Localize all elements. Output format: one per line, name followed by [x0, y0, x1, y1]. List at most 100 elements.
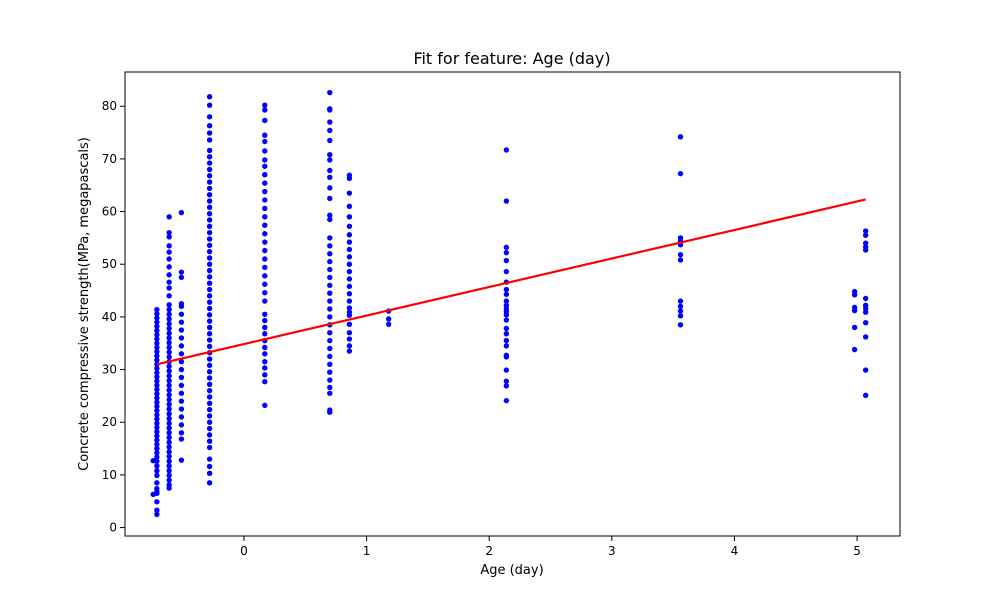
data-point	[206, 137, 213, 143]
points-layer	[150, 89, 869, 518]
data-point	[206, 394, 213, 400]
data-point	[166, 401, 172, 408]
data-point	[862, 228, 869, 234]
data-point	[154, 450, 160, 456]
x-axis-label: Age (day)	[480, 563, 543, 578]
data-point	[503, 337, 510, 344]
data-point	[166, 363, 172, 370]
data-point	[851, 304, 858, 311]
data-point	[166, 387, 172, 393]
data-point	[327, 167, 333, 174]
data-point	[166, 306, 172, 313]
data-point	[154, 344, 160, 351]
x-tick-label: 2	[485, 544, 493, 558]
data-point	[677, 303, 684, 310]
y-tick-label: 70	[102, 152, 117, 166]
data-point	[346, 203, 353, 209]
data-point	[166, 411, 172, 417]
data-point	[346, 291, 353, 297]
data-point	[862, 334, 869, 340]
data-point	[327, 127, 333, 134]
y-tick-label: 10	[102, 468, 117, 482]
data-point	[166, 330, 172, 336]
data-point	[206, 198, 213, 204]
data-point	[206, 248, 213, 255]
data-point	[503, 286, 510, 293]
data-point	[346, 190, 353, 196]
data-point	[166, 377, 172, 384]
data-point	[327, 306, 333, 312]
data-point	[503, 298, 510, 304]
data-point	[154, 433, 160, 439]
data-point	[178, 319, 185, 325]
data-point	[206, 299, 213, 305]
data-point	[154, 340, 160, 346]
data-point	[262, 132, 268, 138]
data-point	[677, 313, 684, 319]
data-point	[166, 425, 172, 431]
data-point	[262, 264, 268, 271]
data-point	[346, 330, 353, 336]
data-point	[166, 396, 172, 403]
data-point	[206, 192, 213, 198]
y-tick-label: 40	[102, 310, 117, 324]
data-point	[154, 319, 160, 325]
y-tick-label: 50	[102, 257, 117, 271]
data-point	[327, 369, 333, 375]
data-point	[677, 134, 684, 140]
data-point	[346, 254, 353, 260]
data-point	[262, 281, 268, 287]
data-point	[166, 214, 172, 220]
data-point	[327, 195, 333, 202]
data-point	[166, 316, 172, 322]
data-point	[262, 230, 268, 237]
data-point	[262, 365, 268, 371]
data-point	[154, 437, 160, 443]
data-point	[677, 170, 684, 177]
data-point	[178, 422, 185, 428]
data-point	[206, 456, 213, 462]
data-point	[178, 358, 185, 365]
data-point	[862, 302, 869, 309]
data-point	[154, 357, 160, 363]
data-point	[166, 335, 172, 341]
x-tick-label: 3	[608, 544, 616, 558]
chart-title: Fit for feature: Age (day)	[413, 49, 610, 68]
data-point	[206, 470, 213, 477]
data-point	[166, 449, 172, 455]
data-point	[154, 315, 160, 321]
data-point	[503, 257, 510, 264]
data-point	[851, 288, 858, 295]
data-point	[166, 463, 172, 469]
data-point	[503, 198, 510, 204]
data-point	[166, 243, 172, 249]
data-point	[327, 174, 333, 181]
data-point	[327, 258, 333, 265]
data-point	[206, 425, 213, 432]
data-point	[262, 351, 268, 357]
data-point	[862, 244, 869, 250]
data-point	[262, 102, 268, 108]
data-point	[206, 318, 213, 324]
data-point	[150, 491, 156, 498]
data-point	[206, 154, 213, 160]
data-point	[346, 276, 353, 282]
x-tick-label: 1	[363, 544, 371, 558]
data-point	[166, 482, 172, 488]
data-point	[206, 223, 213, 230]
data-point	[677, 235, 684, 241]
data-point	[154, 416, 160, 422]
data-point	[206, 166, 213, 173]
data-point	[166, 467, 172, 474]
data-point	[154, 429, 160, 435]
data-point	[262, 402, 268, 409]
data-point	[166, 272, 172, 278]
data-point	[206, 236, 213, 242]
data-point	[206, 356, 213, 362]
data-point	[862, 232, 869, 238]
data-point	[327, 157, 333, 163]
data-point	[346, 348, 353, 354]
data-point	[166, 256, 172, 262]
data-point	[166, 279, 172, 285]
